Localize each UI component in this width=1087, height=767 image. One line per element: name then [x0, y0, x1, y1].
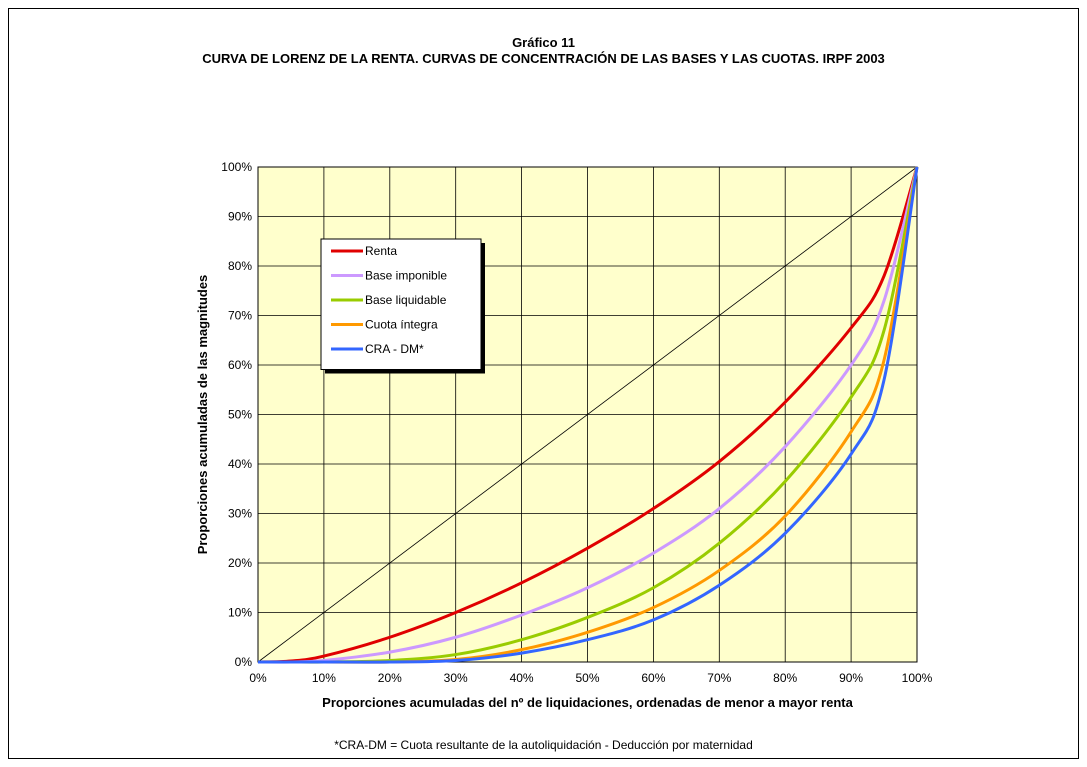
x-tick-label: 80% — [773, 671, 797, 685]
x-axis-title: Proporciones acumuladas del nº de liquid… — [322, 695, 853, 710]
x-tick-label: 10% — [312, 671, 336, 685]
x-axis-tick-labels: 0% 10% 20% 30% 40% 50% 60% 70% 80% 90% 100% — [249, 671, 932, 685]
x-tick-label: 90% — [839, 671, 863, 685]
y-tick-label: 20% — [228, 556, 252, 570]
series-line-2 — [257, 166, 919, 664]
x-tick-label: 40% — [510, 671, 534, 685]
legend-label: Base imponible — [365, 269, 447, 283]
chart-frame: Gráfico 11 CURVA DE LORENZ DE LA RENTA. … — [8, 8, 1079, 759]
chart-footnote: *CRA-DM = Cuota resultante de la autoliq… — [334, 738, 753, 752]
y-tick-label: 80% — [228, 259, 252, 273]
x-tick-label: 50% — [575, 671, 599, 685]
x-tick-label: 100% — [902, 671, 933, 685]
legend-label: Cuota íntegra — [365, 318, 438, 332]
y-tick-label: 0% — [235, 655, 253, 669]
y-tick-label: 60% — [228, 358, 252, 372]
series-line-5 — [258, 166, 919, 664]
x-tick-label: 30% — [444, 671, 468, 685]
chart-legend: Renta Base imponible Base liquidable Cuota … — [320, 238, 485, 374]
x-tick-label: 60% — [641, 671, 665, 685]
x-tick-label: 0% — [249, 671, 267, 685]
legend-label: CRA - DM* — [365, 342, 424, 356]
series-line-1 — [257, 166, 919, 664]
y-tick-label: 90% — [228, 210, 252, 224]
y-tick-label: 100% — [221, 160, 252, 174]
chart-subtitle: CURVA DE LORENZ DE LA RENTA. CURVAS DE C… — [202, 51, 885, 66]
y-tick-label: 50% — [228, 408, 252, 422]
y-tick-label: 40% — [228, 457, 252, 471]
x-tick-label: 20% — [378, 671, 402, 685]
y-axis-title: Proporciones acumuladas de las magnitude… — [195, 275, 210, 555]
y-tick-label: 10% — [228, 606, 252, 620]
y-tick-label: 70% — [228, 309, 252, 323]
legend-label: Base liquidable — [365, 293, 447, 307]
chart-title: Gráfico 11 — [512, 35, 575, 50]
x-tick-label: 70% — [707, 671, 731, 685]
y-tick-label: 30% — [228, 507, 252, 521]
equality-diagonal-line — [257, 166, 918, 663]
legend-label: Renta — [365, 244, 397, 258]
lorenz-chart: 0% 10% 20% 30% 40% 50% 60% 70% 80% 90% 100% 0% 10% 2… — [195, 160, 933, 710]
series-layer — [257, 166, 919, 664]
y-axis-tick-labels: 0% 10% 20% 30% 40% 50% 60% 70% 80% 90% 100% — [221, 160, 252, 669]
chart-title-block: Gráfico 11 CURVA DE LORENZ DE LA RENTA. … — [9, 35, 1078, 67]
